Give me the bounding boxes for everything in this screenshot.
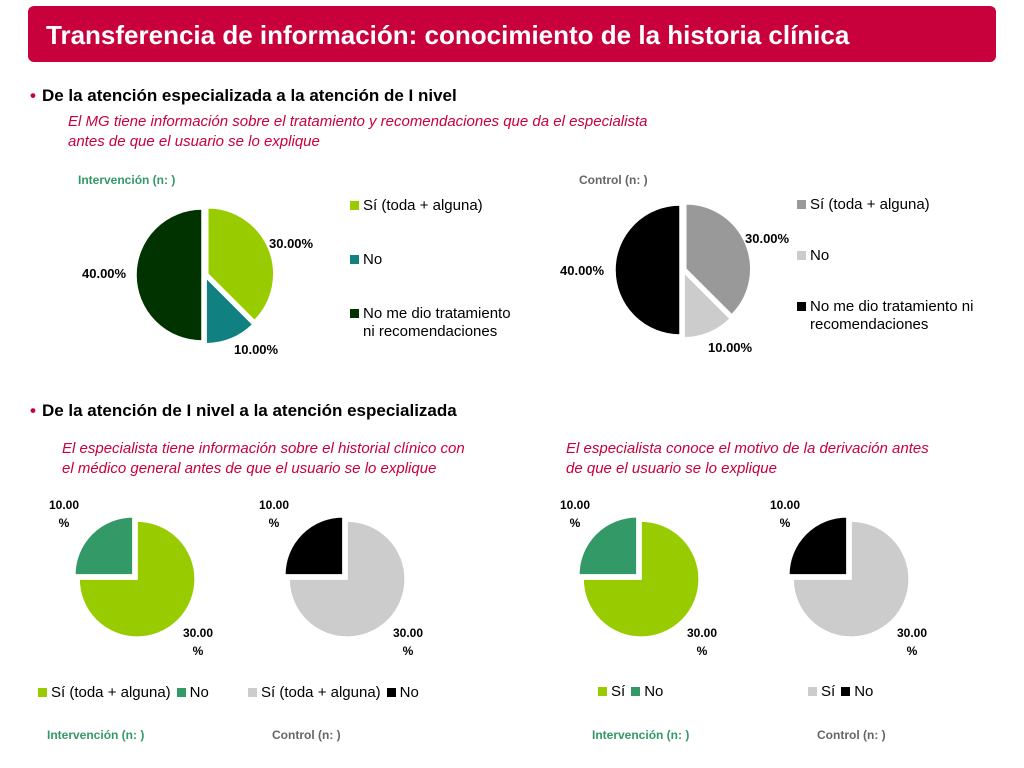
- chart3-legend-si: Sí (toda + alguna): [38, 684, 171, 701]
- chart5-label-si: 30.00 %: [686, 626, 718, 658]
- section1-heading: • De la atención especializada a la atenc…: [30, 86, 457, 106]
- section2-subtitle-left: El especialista tiene información sobre …: [62, 439, 465, 479]
- pie-slice-no-me-dio-tratamiento-ni-recomendaciones: [135, 208, 203, 342]
- chart1-legend-si: Sí (toda + alguna): [350, 197, 483, 215]
- bullet-dot: •: [30, 401, 36, 420]
- chart6-legend-no: No: [841, 683, 873, 700]
- pie-slice-no: [578, 516, 638, 576]
- chart5-legend-no: No: [631, 683, 663, 700]
- chart1-legend: Sí (toda + alguna) No No me dio tratamie…: [350, 197, 550, 347]
- chart3-label-si: 30.00 %: [182, 626, 214, 658]
- chart3-label-no: 10.00 %: [48, 498, 80, 530]
- section2-heading: • De la atención de I nivel a la atención…: [30, 401, 457, 421]
- chart6-label-no: 10.00 %: [769, 498, 801, 530]
- legend-swatch: [631, 686, 641, 696]
- section2-subtitle-left-line2: el médico general antes de que el usuari…: [62, 460, 437, 477]
- pie-slice-no: [788, 516, 848, 576]
- legend-swatch: [598, 686, 607, 696]
- section2-subtitle-right-line2: de que el usuario se lo explique: [566, 460, 777, 477]
- section1-subtitle-line2: antes de que el usuario se lo explique: [68, 133, 320, 150]
- chart4-legend-no: No: [386, 684, 419, 701]
- legend-swatch: [38, 687, 47, 697]
- chart6-label-si: 30.00 %: [896, 626, 928, 658]
- chart1-legend-no: No: [350, 251, 382, 269]
- legend-swatch: [350, 254, 359, 264]
- legend-swatch: [797, 301, 806, 311]
- legend-swatch: [797, 199, 806, 209]
- pie-slice-s-toda-alguna-: [685, 203, 752, 316]
- chart4-legend: Sí (toda + alguna) No: [248, 684, 425, 701]
- chart1-label-no: 10.00%: [234, 342, 279, 357]
- chart4-pie: [284, 516, 406, 638]
- pie-slice-no: [74, 516, 134, 576]
- chart1-title: Intervención (n: ): [78, 173, 176, 187]
- section1-heading-text: De la atención especializada a la atenci…: [41, 86, 457, 105]
- legend-swatch: [386, 687, 396, 697]
- section1-subtitle-line1: El MG tiene información sobre el tratami…: [68, 113, 648, 130]
- pie-slice-no-me-dio-tratamiento-ni-recomendaciones: [614, 204, 681, 336]
- pie-slice-no: [284, 516, 344, 576]
- chart2-pie: [614, 203, 752, 339]
- chart2-label-si: 30.00%: [745, 231, 790, 246]
- legend-swatch: [248, 687, 257, 697]
- chart3-title: Intervención (n: ): [47, 728, 145, 742]
- legend-swatch: [176, 687, 186, 697]
- pie-slice-s-toda-alguna-: [207, 207, 275, 322]
- chart5-legend-si: Sí: [598, 683, 625, 700]
- pie-slice-s-toda-alguna-: [78, 520, 196, 638]
- chart5-label-no: 10.00 %: [559, 498, 591, 530]
- chart4-title: Control (n: ): [272, 728, 341, 742]
- title-banner: Transferencia de información: conocimien…: [28, 6, 996, 62]
- bullet-dot: •: [30, 86, 36, 105]
- page-title: Transferencia de información: conocimien…: [46, 20, 850, 50]
- chart1-label-si: 30.00%: [269, 236, 314, 251]
- chart2-legend: Sí (toda + alguna) No No me dio tratamie…: [797, 196, 1007, 346]
- chart6-title: Control (n: ): [817, 728, 886, 742]
- chart5-title: Intervención (n: ): [592, 728, 690, 742]
- chart6-pie: [788, 516, 910, 638]
- chart3-legend-no: No: [176, 684, 209, 701]
- legend-swatch: [350, 308, 359, 318]
- chart6-legend-si: Sí: [808, 683, 835, 700]
- chart4-label-si: 30.00 %: [392, 626, 424, 658]
- pie-slice-s-toda-alguna-: [288, 520, 406, 638]
- pie-slice-no: [205, 275, 254, 345]
- chart2-label-no: 10.00%: [708, 340, 753, 355]
- pie-slice-no: [683, 270, 732, 339]
- legend-swatch: [350, 200, 359, 210]
- chart1-pie: [135, 207, 275, 345]
- pie-slice-s-: [792, 520, 910, 638]
- chart2-legend-no: No: [797, 247, 829, 265]
- chart6-legend: Sí No: [808, 683, 879, 700]
- pie-slice-s-: [582, 520, 700, 638]
- section2-subtitle-left-line1: El especialista tiene información sobre …: [62, 440, 465, 457]
- chart1-label-ninguno: 40.00%: [82, 266, 127, 281]
- chart5-legend: Sí No: [598, 683, 669, 700]
- chart3-pie: [74, 516, 196, 638]
- section2-subtitle-right: El especialista conoce el motivo de la d…: [566, 439, 929, 479]
- section2-heading-text: De la atención de I nivel a la atención …: [41, 401, 457, 420]
- chart5-pie: [578, 516, 700, 638]
- chart2-legend-ninguno: No me dio tratamiento ni recomendaciones: [797, 298, 973, 334]
- chart2-title: Control (n: ): [579, 173, 648, 187]
- legend-swatch: [808, 686, 817, 696]
- chart3-legend: Sí (toda + alguna) No: [38, 684, 215, 701]
- section2-subtitle-right-line1: El especialista conoce el motivo de la d…: [566, 440, 929, 457]
- section1-subtitle: El MG tiene información sobre el tratami…: [68, 112, 647, 152]
- chart4-label-no: 10.00 %: [258, 498, 290, 530]
- legend-swatch: [841, 686, 851, 696]
- chart2-legend-si: Sí (toda + alguna): [797, 196, 930, 214]
- chart1-legend-ninguno: No me dio tratamiento ni recomendaciones: [350, 305, 511, 341]
- chart2-label-ninguno: 40.00%: [560, 263, 605, 278]
- legend-swatch: [797, 250, 806, 260]
- chart4-legend-si: Sí (toda + alguna): [248, 684, 381, 701]
